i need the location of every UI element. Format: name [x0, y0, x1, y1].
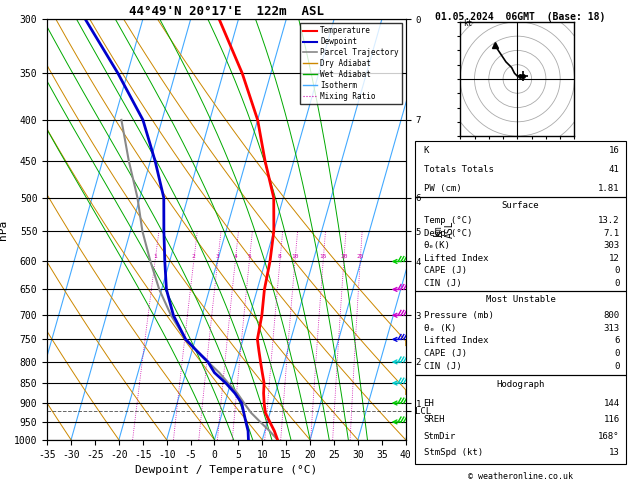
Text: Temp (°C): Temp (°C) — [423, 216, 472, 225]
Text: 8: 8 — [278, 254, 282, 259]
Text: CIN (J): CIN (J) — [423, 278, 461, 288]
Text: 303: 303 — [603, 241, 620, 250]
Text: 25: 25 — [357, 254, 364, 259]
Text: 800: 800 — [603, 311, 620, 320]
Text: PW (cm): PW (cm) — [423, 184, 461, 192]
Text: 2: 2 — [192, 254, 196, 259]
Text: 0: 0 — [614, 349, 620, 358]
Text: K: K — [423, 146, 429, 155]
Text: 144: 144 — [603, 399, 620, 408]
Bar — [415, 291, 626, 375]
Text: 7.1: 7.1 — [603, 228, 620, 238]
Text: 16: 16 — [609, 146, 620, 155]
Bar — [415, 375, 626, 464]
Text: θₑ(K): θₑ(K) — [423, 241, 450, 250]
Text: 01.05.2024  06GMT  (Base: 18): 01.05.2024 06GMT (Base: 18) — [435, 12, 605, 22]
Text: 3: 3 — [216, 254, 220, 259]
Text: 1: 1 — [153, 254, 157, 259]
Text: CIN (J): CIN (J) — [423, 362, 461, 371]
Bar — [415, 141, 626, 197]
Text: Most Unstable: Most Unstable — [486, 295, 555, 304]
Text: Lifted Index: Lifted Index — [423, 254, 488, 262]
Text: Pressure (mb): Pressure (mb) — [423, 311, 493, 320]
Text: Surface: Surface — [502, 201, 539, 210]
Text: 13: 13 — [609, 448, 620, 457]
Text: 5: 5 — [247, 254, 251, 259]
X-axis label: Dewpoint / Temperature (°C): Dewpoint / Temperature (°C) — [135, 465, 318, 475]
Text: 4: 4 — [233, 254, 237, 259]
Text: © weatheronline.co.uk: © weatheronline.co.uk — [468, 472, 572, 481]
Y-axis label: km
ASL: km ASL — [433, 221, 455, 239]
Title: 44°49'N 20°17'E  122m  ASL: 44°49'N 20°17'E 122m ASL — [129, 5, 324, 18]
Text: StmSpd (kt): StmSpd (kt) — [423, 448, 482, 457]
Text: 12: 12 — [609, 254, 620, 262]
Text: 1.81: 1.81 — [598, 184, 620, 192]
Text: 6: 6 — [614, 336, 620, 345]
Text: 41: 41 — [609, 165, 620, 174]
Text: Hodograph: Hodograph — [496, 380, 545, 389]
Bar — [415, 197, 626, 291]
Text: 0: 0 — [614, 278, 620, 288]
Text: 10: 10 — [291, 254, 299, 259]
Text: CAPE (J): CAPE (J) — [423, 349, 467, 358]
Text: 15: 15 — [320, 254, 327, 259]
Legend: Temperature, Dewpoint, Parcel Trajectory, Dry Adiabat, Wet Adiabat, Isotherm, Mi: Temperature, Dewpoint, Parcel Trajectory… — [300, 23, 402, 104]
Text: 13.2: 13.2 — [598, 216, 620, 225]
Text: 20: 20 — [340, 254, 348, 259]
Text: SREH: SREH — [423, 416, 445, 424]
Text: Lifted Index: Lifted Index — [423, 336, 488, 345]
Text: θₑ (K): θₑ (K) — [423, 324, 456, 332]
Text: kt: kt — [463, 19, 472, 28]
Text: 116: 116 — [603, 416, 620, 424]
Text: Totals Totals: Totals Totals — [423, 165, 493, 174]
Text: StmDir: StmDir — [423, 432, 456, 441]
Text: Dewp (°C): Dewp (°C) — [423, 228, 472, 238]
Text: EH: EH — [423, 399, 434, 408]
Text: 168°: 168° — [598, 432, 620, 441]
Y-axis label: hPa: hPa — [0, 220, 8, 240]
Text: CAPE (J): CAPE (J) — [423, 266, 467, 275]
Text: 313: 313 — [603, 324, 620, 332]
Text: 0: 0 — [614, 362, 620, 371]
Text: 0: 0 — [614, 266, 620, 275]
